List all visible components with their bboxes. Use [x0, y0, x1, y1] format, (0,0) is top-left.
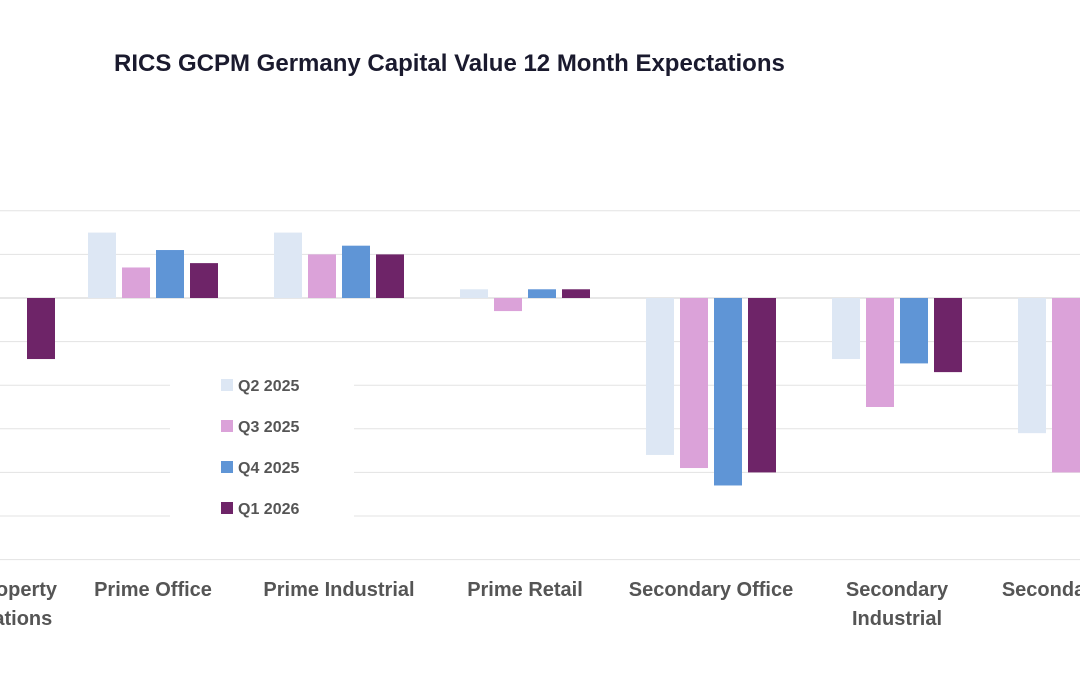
legend-label: Q4 2025	[238, 460, 299, 477]
bar	[376, 254, 404, 298]
bars	[27, 232, 1080, 486]
bar	[680, 298, 708, 469]
bar	[156, 250, 184, 298]
bar	[714, 298, 742, 486]
bar	[1018, 298, 1046, 434]
category-labels: Total Property Expectations Prime Office Pr…	[0, 579, 1080, 630]
bar	[1052, 298, 1080, 473]
bar	[342, 245, 370, 298]
category-label: Expectations	[0, 608, 52, 630]
legend-swatch	[221, 461, 233, 473]
legend-swatch	[221, 379, 233, 391]
category-label: Total Property	[0, 579, 58, 601]
bar	[122, 267, 150, 298]
chart-title: RICS GCPM Germany Capital Value 12 Month…	[114, 50, 785, 77]
legend-label: Q1 2026	[238, 501, 299, 518]
legend: Q2 2025 Q3 2025 Q4 2025 Q1 2026	[170, 362, 354, 520]
category-label: Prime Office	[94, 579, 212, 601]
legend-label: Q2 2025	[238, 378, 299, 395]
bar	[88, 232, 116, 298]
bar	[646, 298, 674, 455]
legend-background	[170, 362, 354, 520]
bar	[866, 298, 894, 407]
category-label: Secondary Office	[629, 579, 794, 601]
legend-swatch	[221, 502, 233, 514]
bar	[27, 298, 55, 360]
category-label: Secondary	[846, 579, 949, 601]
legend-swatch	[221, 420, 233, 432]
bar	[748, 298, 776, 473]
legend-label: Q3 2025	[238, 419, 299, 436]
bar	[494, 298, 522, 312]
category-label: Secondary Retail	[1002, 579, 1080, 601]
bar	[460, 289, 488, 298]
bar	[190, 263, 218, 298]
category-label: Industrial	[852, 608, 942, 630]
category-label: Prime Retail	[467, 579, 583, 601]
bar	[934, 298, 962, 373]
bar	[528, 289, 556, 298]
category-label: Prime Industrial	[263, 579, 414, 601]
bar	[308, 254, 336, 298]
bar	[900, 298, 928, 364]
bar	[562, 289, 590, 298]
bar	[832, 298, 860, 360]
bar	[274, 232, 302, 298]
